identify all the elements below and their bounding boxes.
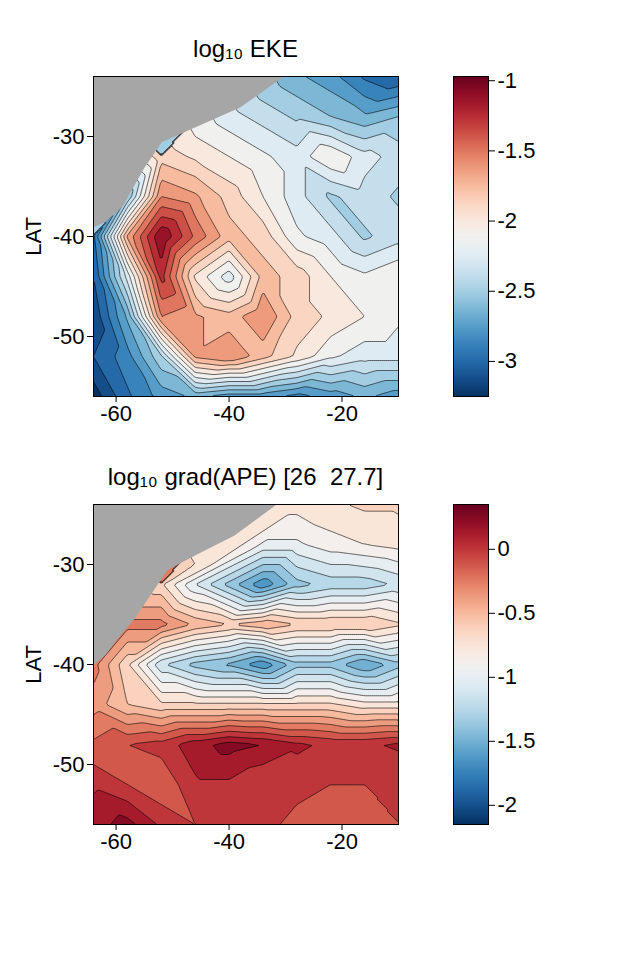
svg-text:0: 0	[498, 536, 510, 561]
svg-text:-3: -3	[498, 348, 518, 373]
svg-text:-1: -1	[498, 68, 518, 93]
svg-text:-20: -20	[326, 829, 358, 854]
svg-text:-40: -40	[53, 652, 85, 677]
svg-text:-1.5: -1.5	[498, 138, 536, 163]
svg-text:-40: -40	[213, 829, 245, 854]
svg-text:-2.5: -2.5	[498, 278, 536, 303]
svg-text:LAT: LAT	[21, 217, 46, 256]
svg-text:-30: -30	[53, 124, 85, 149]
svg-text:-1: -1	[498, 664, 518, 689]
svg-text:-60: -60	[100, 829, 132, 854]
svg-text:-2: -2	[498, 208, 518, 233]
svg-text:-40: -40	[213, 401, 245, 426]
svg-text:-50: -50	[53, 324, 85, 349]
html-text:log₁₀ EKE: log₁₀ EKE	[193, 35, 298, 62]
svg-text:LAT: LAT	[21, 645, 46, 684]
svg-text:-60: -60	[100, 401, 132, 426]
svg-text:-40: -40	[53, 224, 85, 249]
svg-text:-2: -2	[498, 792, 518, 817]
svg-text:-20: -20	[326, 401, 358, 426]
svg-text:-50: -50	[53, 752, 85, 777]
html-text:log₁₀ grad(APE) [26 27.7]: log₁₀ grad(APE) [26 27.7]	[107, 463, 384, 490]
svg-text:-30: -30	[53, 552, 85, 577]
svg-text:-0.5: -0.5	[498, 600, 536, 625]
svg-text:-1.5: -1.5	[498, 728, 536, 753]
